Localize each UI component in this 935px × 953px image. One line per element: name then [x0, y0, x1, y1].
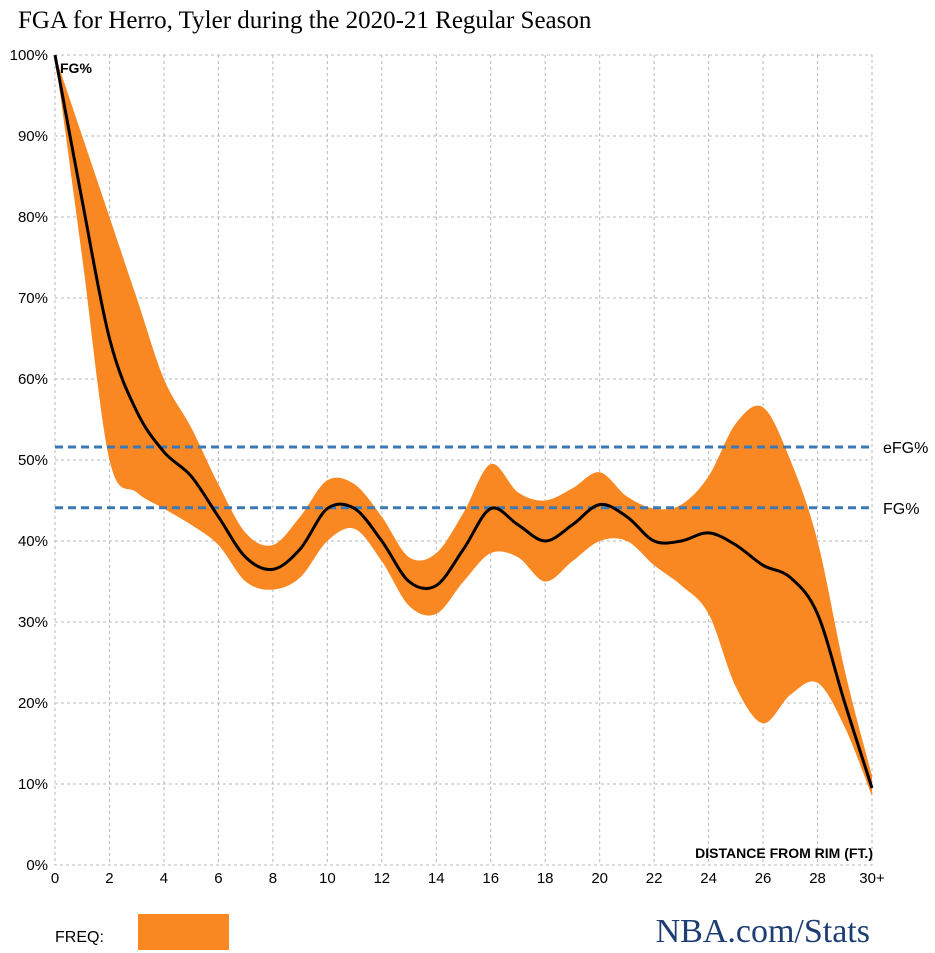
y-tick-label: 10%	[18, 776, 48, 793]
y-tick-label: 50%	[18, 452, 48, 469]
x-tick-label: 4	[160, 870, 168, 887]
brand-logo-text: NBA.com/Stats	[656, 913, 870, 950]
grid-frame	[54, 54, 873, 866]
x-tick-label: 24	[700, 870, 717, 887]
x-tick-label: 6	[214, 870, 222, 887]
freq-legend-swatch	[138, 914, 229, 950]
x-tick-label: 12	[373, 870, 390, 887]
x-tick-label: 2	[105, 870, 113, 887]
y-tick-label: 90%	[18, 128, 48, 145]
chart-title: FGA for Herro, Tyler during the 2020-21 …	[18, 7, 592, 34]
y-tick-label: 80%	[18, 209, 48, 226]
reference-line-label: FG%	[883, 501, 919, 518]
reference-line-label: eFG%	[883, 440, 928, 457]
y-tick-label: 40%	[18, 533, 48, 550]
y-tick-labels: 0% 10% 20% 30% 40% 50% 60% 70% 80% 90% 100%	[10, 47, 48, 874]
x-tick-label: 16	[482, 870, 499, 887]
x-tick-label: 10	[319, 870, 336, 887]
y-tick-label: 30%	[18, 614, 48, 631]
y-tick-label: 0%	[26, 857, 48, 874]
y-tick-label: 60%	[18, 371, 48, 388]
x-tick-label: 22	[646, 870, 663, 887]
y-tick-label: 20%	[18, 695, 48, 712]
freq-legend-label: FREQ:	[55, 929, 104, 946]
x-tick-label: 28	[809, 870, 826, 887]
x-tick-label: 0	[51, 870, 59, 887]
x-tick-labels: 0 2 4 6 8 10 12 14 16 18 20 22 24 26 28 30+	[51, 870, 885, 887]
y-tick-label: 100%	[10, 47, 48, 64]
x-tick-label: 20	[591, 870, 608, 887]
freq-band-area	[55, 55, 872, 797]
fg-pct-line	[53, 54, 874, 789]
y-tick-label: 70%	[18, 290, 48, 307]
reference-lines: eFG% FG%	[55, 440, 928, 518]
x-tick-label: 30+	[859, 870, 885, 887]
x-tick-label: 8	[269, 870, 277, 887]
x-tick-label: 26	[755, 870, 772, 887]
x-axis-label: DISTANCE FROM RIM (FT.)	[695, 845, 873, 861]
x-tick-label: 18	[537, 870, 554, 887]
x-tick-label: 14	[428, 870, 445, 887]
y-axis-label: FG%	[60, 60, 92, 76]
